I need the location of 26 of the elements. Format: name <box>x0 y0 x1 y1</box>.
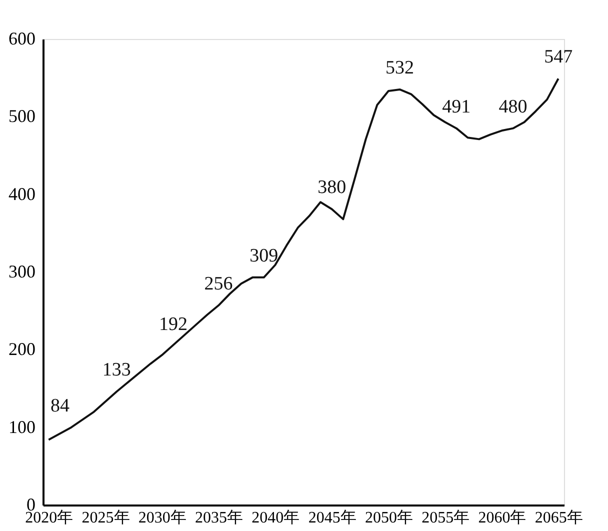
y-tick-label: 300 <box>8 262 36 282</box>
x-tick-label: 2045年 <box>308 510 356 526</box>
y-tick-label: 100 <box>8 416 36 437</box>
x-tick-label: 2055年 <box>422 510 470 526</box>
annotation: 309 <box>250 245 278 266</box>
x-tick-label: 2030年 <box>138 510 186 526</box>
annotation: 491 <box>442 96 471 118</box>
x-tick-label: 2025年 <box>82 510 130 526</box>
annotation: 192 <box>159 314 188 335</box>
x-tick-label: 2035年 <box>195 510 244 526</box>
y-tick-label: 200 <box>8 339 36 360</box>
x-tick-label: 2040年 <box>252 510 300 526</box>
x-tick-label: 2065年 <box>534 510 583 526</box>
y-tick-label: 400 <box>8 184 36 204</box>
x-tick-label: 2060年 <box>478 510 526 526</box>
annotation: 532 <box>386 57 414 78</box>
annotation: 133 <box>102 360 131 381</box>
annotation: 380 <box>318 177 346 198</box>
y-tick-label: 600 <box>8 28 36 48</box>
y-tick-label: 500 <box>8 106 36 126</box>
annotation: 256 <box>204 273 233 294</box>
annotation: 84 <box>50 395 70 416</box>
annotation: 480 <box>498 96 528 118</box>
annotation: 547 <box>544 46 573 68</box>
line-series <box>48 78 560 441</box>
x-tick-label: 2050年 <box>364 510 413 526</box>
